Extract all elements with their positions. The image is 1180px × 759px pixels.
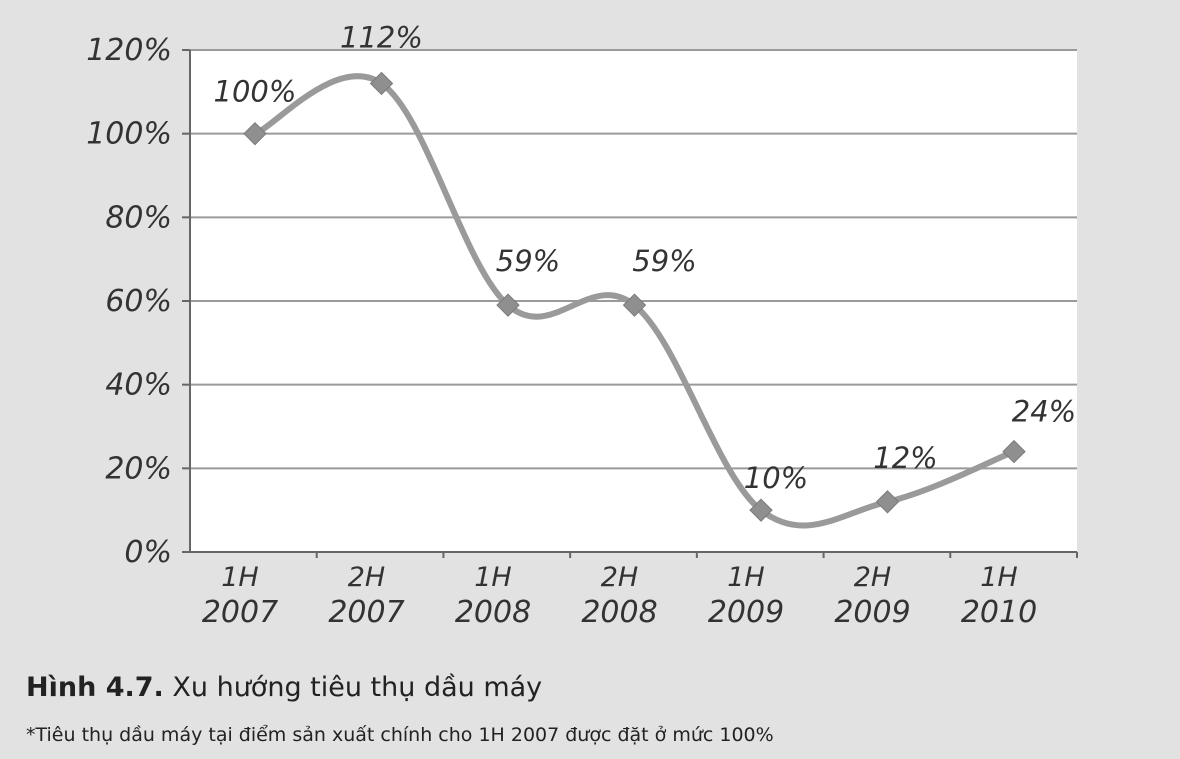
x-tick-label-year: 2007 <box>202 595 278 630</box>
data-label: 59% <box>632 244 696 278</box>
x-tick-labels: 1H20072H20071H20082H20081H20092H20091H20… <box>202 562 1037 630</box>
data-marker <box>496 293 520 317</box>
x-tick-label-half: 2H <box>348 562 385 593</box>
axes <box>182 49 1078 558</box>
data-marker <box>749 498 773 522</box>
x-tick-label-year: 2009 <box>834 595 910 630</box>
data-labels: 100% 112% 59% 59% 10% 12% 24% <box>214 20 1077 495</box>
y-tick-label: 40% <box>105 368 172 403</box>
data-marker <box>243 121 267 146</box>
x-tick-label-half: 1H <box>980 562 1017 593</box>
data-markers <box>243 71 1026 522</box>
x-tick-label-year: 2008 <box>455 595 531 630</box>
x-tick-label-year: 2007 <box>328 595 404 630</box>
data-label: 24% <box>1012 395 1076 429</box>
data-label: 12% <box>873 441 937 475</box>
y-tick-label: 120% <box>86 33 172 68</box>
figure-caption: Hình 4.7. Xu hướng tiêu thụ dầu máy <box>26 672 542 703</box>
data-marker <box>1002 439 1026 464</box>
figure-note: *Tiêu thụ dầu máy tại điểm sản xuất chín… <box>26 724 774 746</box>
y-tick-label: 80% <box>105 200 172 235</box>
x-tick-label-year: 2010 <box>961 595 1037 630</box>
data-marker <box>622 293 647 317</box>
data-label: 100% <box>214 75 297 109</box>
x-tick-label-half: 2H <box>601 562 638 593</box>
data-label: 59% <box>496 244 560 278</box>
data-label: 112% <box>340 20 423 54</box>
y-tick-labels: 0% 20% 40% 60% 80% 100% 120% <box>86 33 172 570</box>
data-marker <box>369 71 394 96</box>
x-tick-label-year: 2008 <box>581 595 657 630</box>
figure-title: Xu hướng tiêu thụ dầu máy <box>172 672 543 703</box>
y-tick-label: 20% <box>105 451 172 486</box>
x-tick-label-year: 2009 <box>708 595 784 630</box>
x-tick-label-half: 1H <box>727 562 764 593</box>
data-label: 10% <box>744 461 808 495</box>
x-tick-label-half: 1H <box>474 562 511 593</box>
x-tick-label-half: 2H <box>854 562 891 593</box>
figure-label: Hình 4.7. <box>26 672 164 703</box>
x-tick-label-half: 1H <box>221 562 258 593</box>
data-marker <box>875 490 900 514</box>
y-tick-label: 0% <box>124 535 172 570</box>
line-chart: 0%20%40%60%80%100%120% 1H20072H20071H200… <box>86 20 1078 630</box>
y-tick-label: 60% <box>105 284 172 319</box>
y-tick-label: 100% <box>86 117 172 152</box>
